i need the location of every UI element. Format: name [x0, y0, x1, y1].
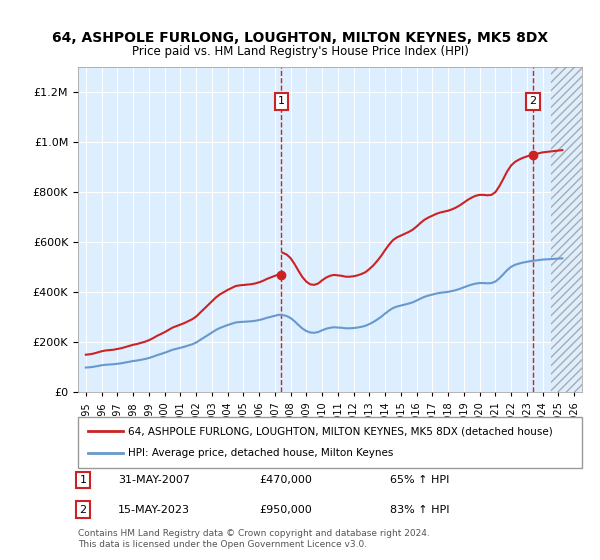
- Text: £950,000: £950,000: [259, 505, 312, 515]
- Text: 65% ↑ HPI: 65% ↑ HPI: [391, 475, 450, 485]
- Text: HPI: Average price, detached house, Milton Keynes: HPI: Average price, detached house, Milt…: [128, 449, 394, 459]
- Text: 15-MAY-2023: 15-MAY-2023: [118, 505, 190, 515]
- Text: Price paid vs. HM Land Registry's House Price Index (HPI): Price paid vs. HM Land Registry's House …: [131, 45, 469, 58]
- Text: 64, ASHPOLE FURLONG, LOUGHTON, MILTON KEYNES, MK5 8DX (detached house): 64, ASHPOLE FURLONG, LOUGHTON, MILTON KE…: [128, 426, 553, 436]
- Text: 31-MAY-2007: 31-MAY-2007: [118, 475, 190, 485]
- Text: 64, ASHPOLE FURLONG, LOUGHTON, MILTON KEYNES, MK5 8DX: 64, ASHPOLE FURLONG, LOUGHTON, MILTON KE…: [52, 31, 548, 45]
- FancyBboxPatch shape: [78, 417, 582, 468]
- Text: 2: 2: [529, 96, 536, 106]
- Bar: [551, 67, 582, 392]
- Text: £470,000: £470,000: [259, 475, 313, 485]
- Bar: [551, 67, 582, 392]
- Text: 1: 1: [278, 96, 285, 106]
- Text: 1: 1: [80, 475, 86, 485]
- Text: Contains HM Land Registry data © Crown copyright and database right 2024.
This d: Contains HM Land Registry data © Crown c…: [78, 529, 430, 549]
- Text: 83% ↑ HPI: 83% ↑ HPI: [391, 505, 450, 515]
- Text: 2: 2: [79, 505, 86, 515]
